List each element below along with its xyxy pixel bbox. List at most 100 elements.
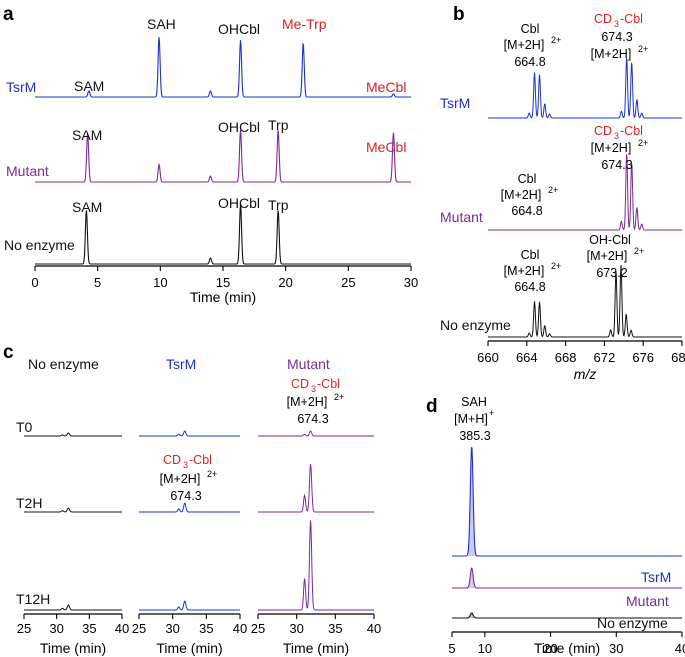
svg-text:[M+2H]: [M+2H]: [501, 188, 542, 202]
x-tick-label: 40: [233, 621, 247, 636]
x-tick-label: 664: [516, 350, 538, 365]
x-tick-label: 35: [199, 621, 213, 636]
x-tick-label: 25: [17, 621, 31, 636]
column-label-tsrm: TsrM: [166, 356, 196, 372]
x-tick-label: 10: [478, 641, 492, 656]
trace-tsrm: [139, 502, 240, 513]
svg-text:OH-Cbl: OH-Cbl: [589, 233, 631, 247]
svg-text:664.8: 664.8: [514, 55, 545, 69]
svg-text:SAH: SAH: [461, 395, 487, 409]
trace-mutant: [35, 129, 411, 183]
trace-tsrm: [139, 430, 240, 437]
trace-no-enzyme: [35, 204, 411, 265]
x-tick-label: 30: [289, 621, 303, 636]
trace-no-enzyme: [24, 604, 122, 611]
ms-trace-no-enzyme: [488, 265, 682, 338]
svg-text:[M+2H]: [M+2H]: [587, 249, 628, 263]
trace-no-enzyme: [24, 507, 122, 513]
x-tick-label: 672: [594, 350, 616, 365]
svg-text:674.3: 674.3: [170, 489, 201, 503]
x-tick-label: 30: [404, 275, 418, 290]
x-tick-label: 0: [31, 275, 38, 290]
svg-text:[M+2H]: [M+2H]: [591, 141, 632, 155]
x-axis-label: Time (min): [40, 640, 106, 656]
row-label-t2h: T2H: [16, 495, 42, 511]
x-tick-label: 40: [115, 621, 129, 636]
ms-trace-mutant: [488, 154, 682, 231]
column-label-mutant: Mutant: [287, 356, 330, 372]
peak-label-sah: SAH: [147, 16, 176, 32]
svg-text:[M+2H]: [M+2H]: [160, 472, 201, 486]
panel-a-traces: [35, 37, 411, 265]
svg-text:CD: CD: [163, 453, 181, 467]
trace-label-mutant: Mutant: [6, 163, 49, 179]
x-tick-label: 35: [82, 621, 96, 636]
trace-label-tsrm: TsrM: [6, 79, 36, 95]
panel-b-label: b: [453, 4, 465, 25]
svg-text:673.2: 673.2: [596, 266, 627, 280]
trace-label-no-enzyme: No enzyme: [440, 317, 511, 333]
peak-label-ohcbl: OHCbl: [218, 21, 260, 37]
x-tick-label: 15: [216, 275, 230, 290]
svg-text:[M+2H]: [M+2H]: [504, 38, 545, 52]
svg-text:664.8: 664.8: [514, 280, 545, 294]
peak-label-ohcbl: OHCbl: [218, 195, 260, 211]
column-label-no-enzyme: No enzyme: [28, 356, 99, 372]
annotation-cbl-mutant: Cbl [M+2H] 2+ 664.8: [501, 172, 559, 218]
x-tick-label: 676: [632, 350, 654, 365]
x-axis-ticks: 0 5 10 15 20 25 30: [31, 266, 418, 290]
panel-d: d SAH [M+H] + 385.3 TsrM Mutant No enzym…: [426, 395, 685, 656]
trace-label-mutant: Mutant: [626, 593, 669, 609]
x-axis-label: m/z: [574, 366, 597, 382]
svg-text:2+: 2+: [548, 185, 558, 195]
svg-text:-Cbl: -Cbl: [620, 124, 643, 138]
trace-label-tsrm: TsrM: [641, 569, 671, 585]
trace-tsrm: [452, 447, 682, 557]
x-tick-label: 40: [367, 621, 381, 636]
row-label-t0: T0: [16, 419, 33, 435]
trace-no-enzyme: [452, 612, 682, 619]
svg-text:Cbl: Cbl: [518, 172, 537, 186]
svg-text:2+: 2+: [638, 44, 648, 54]
x-tick-label: 5: [94, 275, 101, 290]
panel-c-axes: 25 30 35 40 Time (min) 25 30 35 40 Time (min) 25 30…: [17, 613, 381, 656]
annotation-cd3-cbl-tsrm: CD 3 -Cbl 674.3 [M+2H] 2+: [591, 12, 649, 61]
peak-label-mecbl: MeCbl: [366, 139, 406, 155]
ms-trace-tsrm: [488, 57, 682, 119]
svg-text:3: 3: [311, 384, 316, 394]
svg-text:2+: 2+: [334, 392, 344, 402]
panel-d-label: d: [426, 396, 438, 417]
x-tick-label: 20: [278, 275, 292, 290]
row-label-t12h: T12H: [16, 591, 50, 607]
annotation-oh-cbl-no-enzyme: OH-Cbl [M+2H] 2+ 673.2: [587, 233, 645, 280]
svg-text:-Cbl: -Cbl: [317, 377, 340, 391]
x-tick-label: 25: [132, 621, 146, 636]
panel-a-label: a: [3, 4, 14, 25]
svg-text:CD: CD: [594, 12, 612, 26]
svg-text:[M+2H]: [M+2H]: [591, 47, 632, 61]
trace-mutant: [258, 430, 374, 437]
x-axis-label: Time (min): [283, 640, 349, 656]
panel-a: a TsrM Mutant No enzyme SAM SAH OHCbl Me…: [3, 4, 418, 305]
peak-label-sam: SAM: [72, 127, 102, 143]
x-tick-label: 660: [477, 350, 499, 365]
svg-text:2+: 2+: [638, 138, 648, 148]
x-tick-label: 680: [671, 350, 685, 365]
trace-label-no-enzyme: No enzyme: [597, 615, 668, 631]
peak-label-sam: SAM: [74, 78, 104, 94]
peak-label-trp: Trp: [268, 197, 289, 213]
svg-text:3: 3: [614, 19, 619, 29]
annotation-cbl-tsrm: Cbl [M+2H] 2+ 664.8: [504, 22, 562, 69]
x-tick-label: 30: [609, 641, 623, 656]
svg-text:2+: 2+: [207, 469, 217, 479]
svg-text:[M+2H]: [M+2H]: [504, 264, 545, 278]
peak-label-ohcbl: OHCbl: [218, 119, 260, 135]
peak-label-mecbl: MeCbl: [366, 79, 406, 95]
svg-text:674.3: 674.3: [601, 158, 632, 172]
svg-text:CD: CD: [291, 377, 309, 391]
x-tick-label: 20: [543, 641, 557, 656]
x-axis-ticks: 5 10 20 30 40: [448, 632, 685, 656]
panel-c-traces: [24, 430, 374, 611]
annotation-sah: SAH [M+H] + 385.3: [454, 395, 494, 443]
